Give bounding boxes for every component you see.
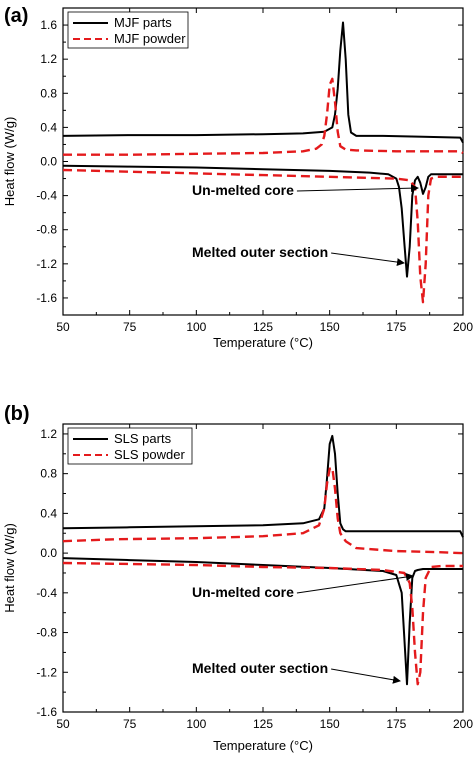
y-tick-label: 0.8: [40, 86, 57, 100]
x-tick-label: 50: [56, 717, 70, 731]
legend-label: SLS powder: [114, 447, 185, 462]
annotation-text: Un-melted core: [192, 584, 294, 600]
x-tick-label: 100: [186, 717, 206, 731]
y-tick-label: 0.4: [40, 506, 57, 520]
y-tick-label: -1.6: [36, 291, 57, 305]
legend-box: [67, 11, 189, 49]
x-tick-label: 75: [123, 320, 137, 334]
y-tick-label: 0.0: [40, 155, 57, 169]
series-line-parts: [62, 434, 464, 538]
x-tick-label: 50: [56, 320, 70, 334]
x-tick-label: 150: [320, 717, 340, 731]
y-tick-label: -1.2: [36, 257, 57, 271]
series-line-parts: [62, 557, 463, 686]
y-tick-label: -0.4: [36, 189, 57, 203]
panel-label: (a): [4, 5, 28, 27]
series-line-powder: [62, 561, 463, 686]
annotation-arrow: [296, 184, 419, 193]
x-tick-label: 200: [453, 320, 473, 334]
chart-panel-a: 50 75 100 125 150 175 200 -1.6 -1.2 -0.8 -0.4 0.0 0.…: [2, 5, 473, 350]
x-tick-label: 175: [386, 717, 406, 731]
x-tick-label: 125: [253, 320, 273, 334]
y-tick-label: -1.2: [36, 665, 57, 679]
annotation-arrow: [331, 252, 405, 267]
annotation-text: Melted outer section: [192, 660, 328, 676]
x-axis-label: Temperature (°C): [213, 335, 313, 350]
series-line-parts: [62, 21, 464, 144]
y-tick-label: -1.6: [36, 705, 57, 719]
panel-label: (b): [4, 403, 30, 425]
x-tick-label: 200: [453, 717, 473, 731]
annotation-arrow: [296, 573, 414, 594]
y-tick-label: 0.4: [40, 120, 57, 134]
y-tick-label: 1.2: [40, 52, 57, 66]
legend-label: SLS parts: [114, 431, 172, 446]
legend-label: MJF powder: [114, 31, 186, 46]
y-tick-label: 0.0: [40, 546, 57, 560]
x-axis-label: Temperature (°C): [213, 738, 313, 753]
series-line-parts: [62, 164, 463, 278]
x-tick-label: 150: [320, 320, 340, 334]
annotation-text: Un-melted core: [192, 182, 294, 198]
y-tick-label: 0.8: [40, 467, 57, 481]
y-tick-label: 1.6: [40, 18, 57, 32]
y-tick-label: -0.4: [36, 586, 57, 600]
x-tick-label: 100: [186, 320, 206, 334]
chart-panel-b: 50 75 100 125 150 175 200 -1.6 -1.2 -0.8 -0.4 0.0 0.…: [2, 403, 473, 753]
series-line-powder: [62, 466, 463, 555]
legend-box: [67, 427, 193, 465]
x-tick-label: 175: [386, 320, 406, 334]
annotation-arrow: [331, 668, 401, 684]
x-tick-label: 75: [123, 717, 137, 731]
legend-label: MJF parts: [114, 15, 172, 30]
y-axis-label: Heat flow (W/g): [2, 117, 17, 207]
plot-frame: [62, 7, 464, 316]
series-line-powder: [62, 168, 463, 304]
y-axis-label: Heat flow (W/g): [2, 523, 17, 613]
series-line-powder: [63, 77, 464, 156]
y-tick-label: 1.2: [40, 427, 57, 441]
y-tick-label: -0.8: [36, 626, 57, 640]
y-tick-label: -0.8: [36, 223, 57, 237]
annotation-text: Melted outer section: [192, 244, 328, 260]
x-tick-label: 125: [253, 717, 273, 731]
